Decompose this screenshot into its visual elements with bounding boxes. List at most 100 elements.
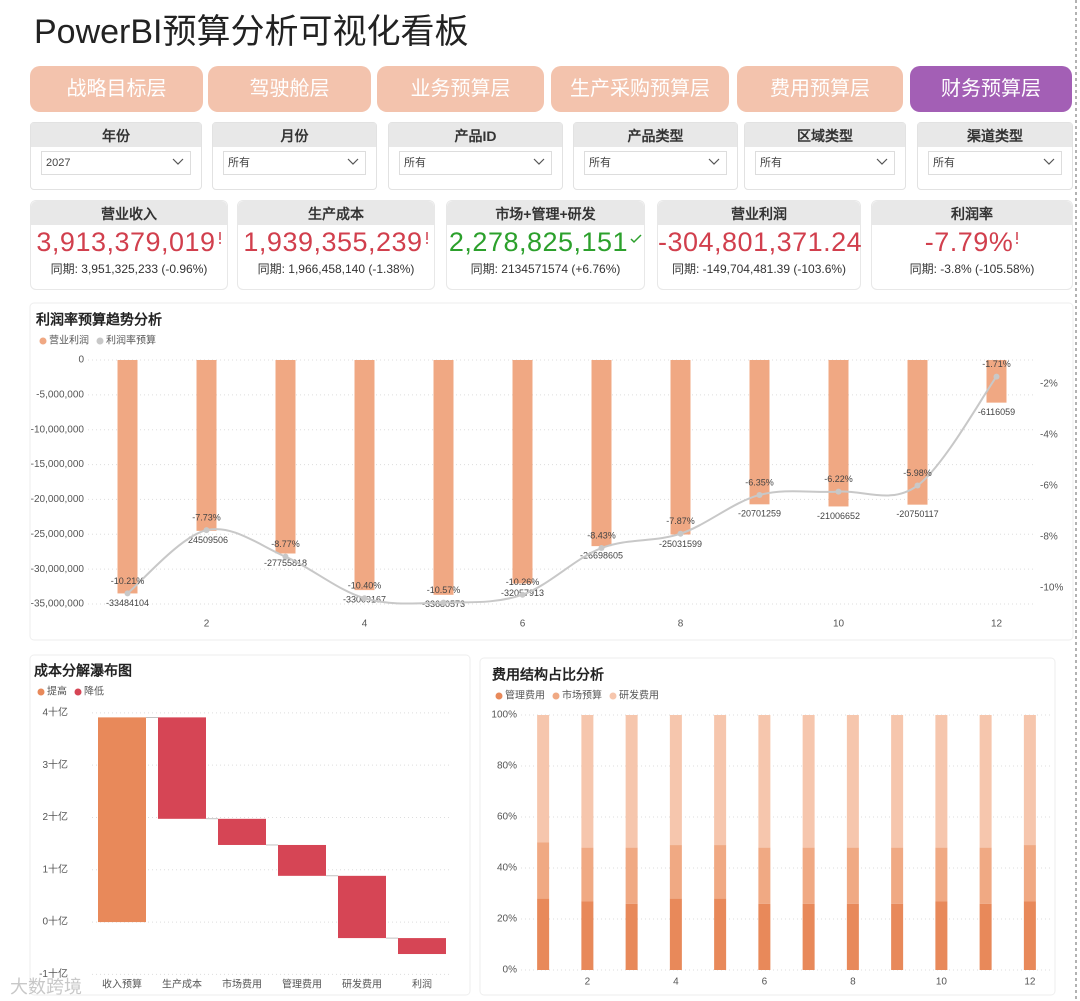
bar (278, 844, 326, 876)
tab[interactable]: 战略目标层 (30, 66, 203, 112)
legend-marker (96, 337, 104, 345)
x-tick-label: 12 (1024, 977, 1036, 988)
dropdown[interactable]: 所有 (223, 151, 366, 175)
y-tick-label: 20% (497, 914, 517, 925)
x-tick-label: 6 (520, 619, 526, 630)
x-tick-label: 利润 (412, 978, 432, 991)
icon (708, 158, 720, 165)
warning-dot (218, 242, 221, 244)
data-label: -6.22% (824, 474, 853, 484)
bar-segment (581, 715, 594, 848)
x-tick-label: 4 (673, 977, 679, 988)
y-tick-label: -30,000,000 (31, 564, 85, 575)
dropdown[interactable]: 所有 (928, 151, 1062, 175)
icon (1016, 232, 1019, 244)
dropdown[interactable]: 所有 (584, 151, 727, 175)
y-tick-label: 0 (78, 355, 84, 366)
kpi-value: -304,801,371.24 (658, 227, 863, 257)
bar-segment (846, 903, 859, 970)
bar-segment (979, 847, 992, 904)
dropdown-value: 所有 (933, 157, 955, 169)
chevron (533, 158, 545, 165)
tab[interactable]: 费用预算层 (737, 66, 903, 112)
point (519, 591, 526, 598)
point (677, 530, 684, 537)
data-label: -6116059 (978, 407, 1015, 417)
filter: 区域类型 所有 (744, 122, 906, 190)
line (126, 375, 998, 605)
data-label: -26698605 (580, 551, 623, 561)
point (203, 527, 210, 534)
dropdown-value: 2027 (46, 157, 71, 169)
bar-segment (758, 847, 771, 904)
y-tick-label: -10,000,000 (31, 424, 85, 435)
bar-segment (891, 903, 904, 970)
page-title: PowerBI预算分析可视化看板 (34, 13, 469, 51)
bar-segment (581, 847, 594, 902)
y-tick-label: 0% (503, 965, 518, 976)
watermark: 大数跨境 (10, 977, 82, 997)
bar (354, 360, 375, 591)
data-label: -5.98% (903, 468, 932, 478)
tab[interactable]: 驾驶舱层 (208, 66, 371, 112)
bar (117, 360, 138, 594)
data-label: -7.87% (666, 516, 695, 526)
y-tick-label: 80% (497, 761, 517, 772)
point (440, 599, 447, 606)
y-tick-label: 3十亿 (42, 758, 68, 771)
tab[interactable]: 业务预算层 (377, 66, 544, 112)
y-tick-label: -2% (1040, 379, 1058, 390)
kpi-compare: 同期: -3.8% (-105.58%) (909, 262, 1035, 276)
filter-label: 月份 (213, 123, 376, 147)
legend-label: 研发费用 (619, 689, 659, 702)
y-tick-label: -35,000,000 (31, 599, 85, 610)
kpi-value-box: 2,278,825,151 (447, 227, 644, 258)
bar-segment (935, 715, 948, 848)
kpi-value: 2,278,825,151 (448, 227, 629, 257)
filter-label: 产品ID (389, 123, 562, 147)
bar-segment (714, 715, 727, 846)
bar-segment (714, 845, 727, 899)
chevron (876, 158, 888, 165)
bar-segment (891, 715, 904, 848)
point (124, 590, 131, 597)
x-tick-label: 8 (678, 619, 684, 630)
icon (172, 158, 184, 165)
point (756, 491, 763, 498)
bar-segment (625, 847, 638, 904)
bar (275, 360, 296, 554)
kpi-label: 营业利润 (658, 201, 860, 225)
bar-segment (935, 847, 948, 902)
y-tick-label: 0十亿 (42, 915, 68, 928)
chart-title: 费用结构占比分析 (492, 667, 604, 683)
kpi-label: 生产成本 (238, 201, 434, 225)
dropdown[interactable]: 所有 (399, 151, 552, 175)
icon (347, 158, 359, 165)
dropdown-value: 所有 (404, 157, 426, 169)
y-tick-label: 2十亿 (42, 810, 68, 823)
bar-segment (1023, 845, 1036, 902)
kpi-compare: 同期: -149,704,481.39 (-103.6%) (671, 262, 847, 276)
bar-segment (802, 847, 815, 904)
data-label: -8.43% (587, 530, 616, 540)
x-tick-label: 收入预算 (102, 978, 142, 991)
dropdown[interactable]: 所有 (755, 151, 895, 175)
y-tick-label: -6% (1040, 481, 1058, 492)
dropdown[interactable]: 2027 (41, 151, 191, 175)
legend-marker (37, 688, 45, 696)
tab[interactable]: 财务预算层 (910, 66, 1072, 112)
bar (433, 360, 454, 595)
legend-marker (552, 692, 560, 700)
y-tick-label: -8% (1040, 532, 1058, 543)
tab[interactable]: 生产采购预算层 (551, 66, 729, 112)
filter: 产品类型 所有 (573, 122, 738, 190)
x-tick-label: 2 (204, 619, 210, 630)
legend-marker (39, 337, 47, 345)
point (361, 595, 368, 602)
data-label: -7.73% (192, 513, 221, 523)
bar (591, 360, 612, 547)
x-tick-label: 12 (991, 619, 1003, 630)
legend-marker (609, 692, 617, 700)
kpi-compare: 同期: 3,951,325,233 (-0.96%) (50, 262, 208, 276)
